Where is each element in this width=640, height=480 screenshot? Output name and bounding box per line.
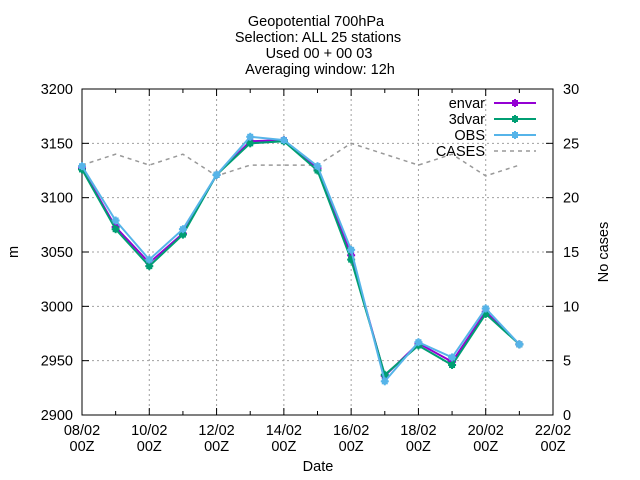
data-point-obs: [247, 133, 254, 140]
y-tick-label: 3100: [41, 191, 73, 207]
x-tick-label-date: 18/02: [400, 423, 436, 439]
data-point-obs: [213, 171, 220, 178]
series-obs: [78, 132, 524, 386]
y2-axis-label: No cases: [596, 222, 612, 282]
legend-marker-obs: [512, 132, 518, 138]
x-tick-label-date: 20/02: [468, 423, 504, 439]
x-tick-label-date: 12/02: [198, 423, 234, 439]
series-envar: [78, 136, 524, 380]
series-line-3dvar: [81, 140, 521, 377]
data-point-obs: [348, 246, 355, 253]
x-tick-label-hour: 00Z: [204, 439, 229, 455]
chart-title: Geopotential 700hPa Selection: ALL 25 st…: [235, 14, 401, 78]
data-point-3dvar: [449, 362, 456, 369]
y-tick-label: 2900: [41, 408, 73, 424]
legend-label-3dvar: 3dvar: [449, 112, 485, 128]
x-tick-label-hour: 00Z: [473, 439, 498, 455]
legend-label-envar: envar: [449, 96, 485, 112]
data-point-3dvar: [179, 231, 186, 238]
title-line-4: Averaging window: 12h: [245, 62, 395, 78]
title-line-3: Used 00 + 00 03: [266, 46, 373, 62]
y-tick-label: 3000: [41, 299, 73, 315]
x-tick-label-date: 08/02: [64, 423, 100, 439]
data-point-3dvar: [314, 167, 321, 174]
x-tick-label-date: 14/02: [266, 423, 302, 439]
y2-tick-label: 20: [563, 191, 579, 207]
y2-tick-label: 10: [563, 299, 579, 315]
data-point-obs: [146, 256, 153, 263]
legend-label-obs: OBS: [454, 128, 485, 144]
data-point-obs: [482, 305, 489, 312]
y-axis-label: m: [6, 246, 22, 258]
data-point-obs: [79, 163, 85, 170]
data-point-3dvar: [482, 310, 489, 317]
grid: [82, 89, 553, 415]
x-tick-label-hour: 00Z: [406, 439, 431, 455]
data-point-obs: [112, 217, 119, 224]
legend-marker-envar: [512, 100, 518, 106]
y2-tick-label: 0: [563, 408, 571, 424]
data-point-obs: [449, 354, 456, 361]
y2-tick-label: 15: [563, 245, 579, 261]
y2-tick-label: 5: [563, 354, 571, 370]
legend-label-cases: CASES: [436, 144, 485, 160]
x-tick-label-date: 22/02: [535, 423, 571, 439]
data-point-obs: [415, 339, 422, 346]
title-line-1: Geopotential 700hPa: [248, 14, 385, 30]
data-point-obs: [280, 137, 287, 144]
x-tick-label-hour: 00Z: [70, 439, 95, 455]
x-axis-label: Date: [303, 459, 334, 475]
x-tick-label-hour: 00Z: [541, 439, 566, 455]
y2-tick-label: 30: [563, 82, 579, 98]
x-tick-label-date: 16/02: [333, 423, 369, 439]
data-point-3dvar: [247, 140, 254, 147]
x-tick-label-hour: 00Z: [137, 439, 162, 455]
title-line-2: Selection: ALL 25 stations: [235, 30, 401, 46]
data-point-obs: [381, 378, 388, 385]
data-point-envar: [348, 252, 355, 259]
x-tick-label-date: 10/02: [131, 423, 167, 439]
legend-marker-3dvar: [512, 116, 518, 122]
series-layer: [78, 132, 524, 386]
y-tick-label: 3200: [41, 82, 73, 98]
data-point-obs: [516, 341, 523, 348]
x-tick-label-hour: 00Z: [339, 439, 364, 455]
data-point-3dvar: [112, 226, 119, 233]
y-tick-label: 3150: [41, 136, 73, 152]
data-point-obs: [179, 226, 186, 233]
data-point-3dvar: [146, 263, 153, 270]
data-point-obs: [314, 163, 321, 170]
series-line-obs: [81, 135, 521, 384]
data-point-3dvar: [381, 371, 388, 378]
data-point-3dvar: [348, 256, 355, 263]
y2-tick-label: 25: [563, 136, 579, 152]
y-tick-label: 3050: [41, 245, 73, 261]
plot-frame: [81, 88, 554, 416]
axes: 2900 2950 3000 3050 3100 3150 3200 0 5 10 15 20 25 30…: [41, 82, 579, 455]
y-tick-label: 2950: [41, 354, 73, 370]
x-tick-label-hour: 00Z: [271, 439, 296, 455]
